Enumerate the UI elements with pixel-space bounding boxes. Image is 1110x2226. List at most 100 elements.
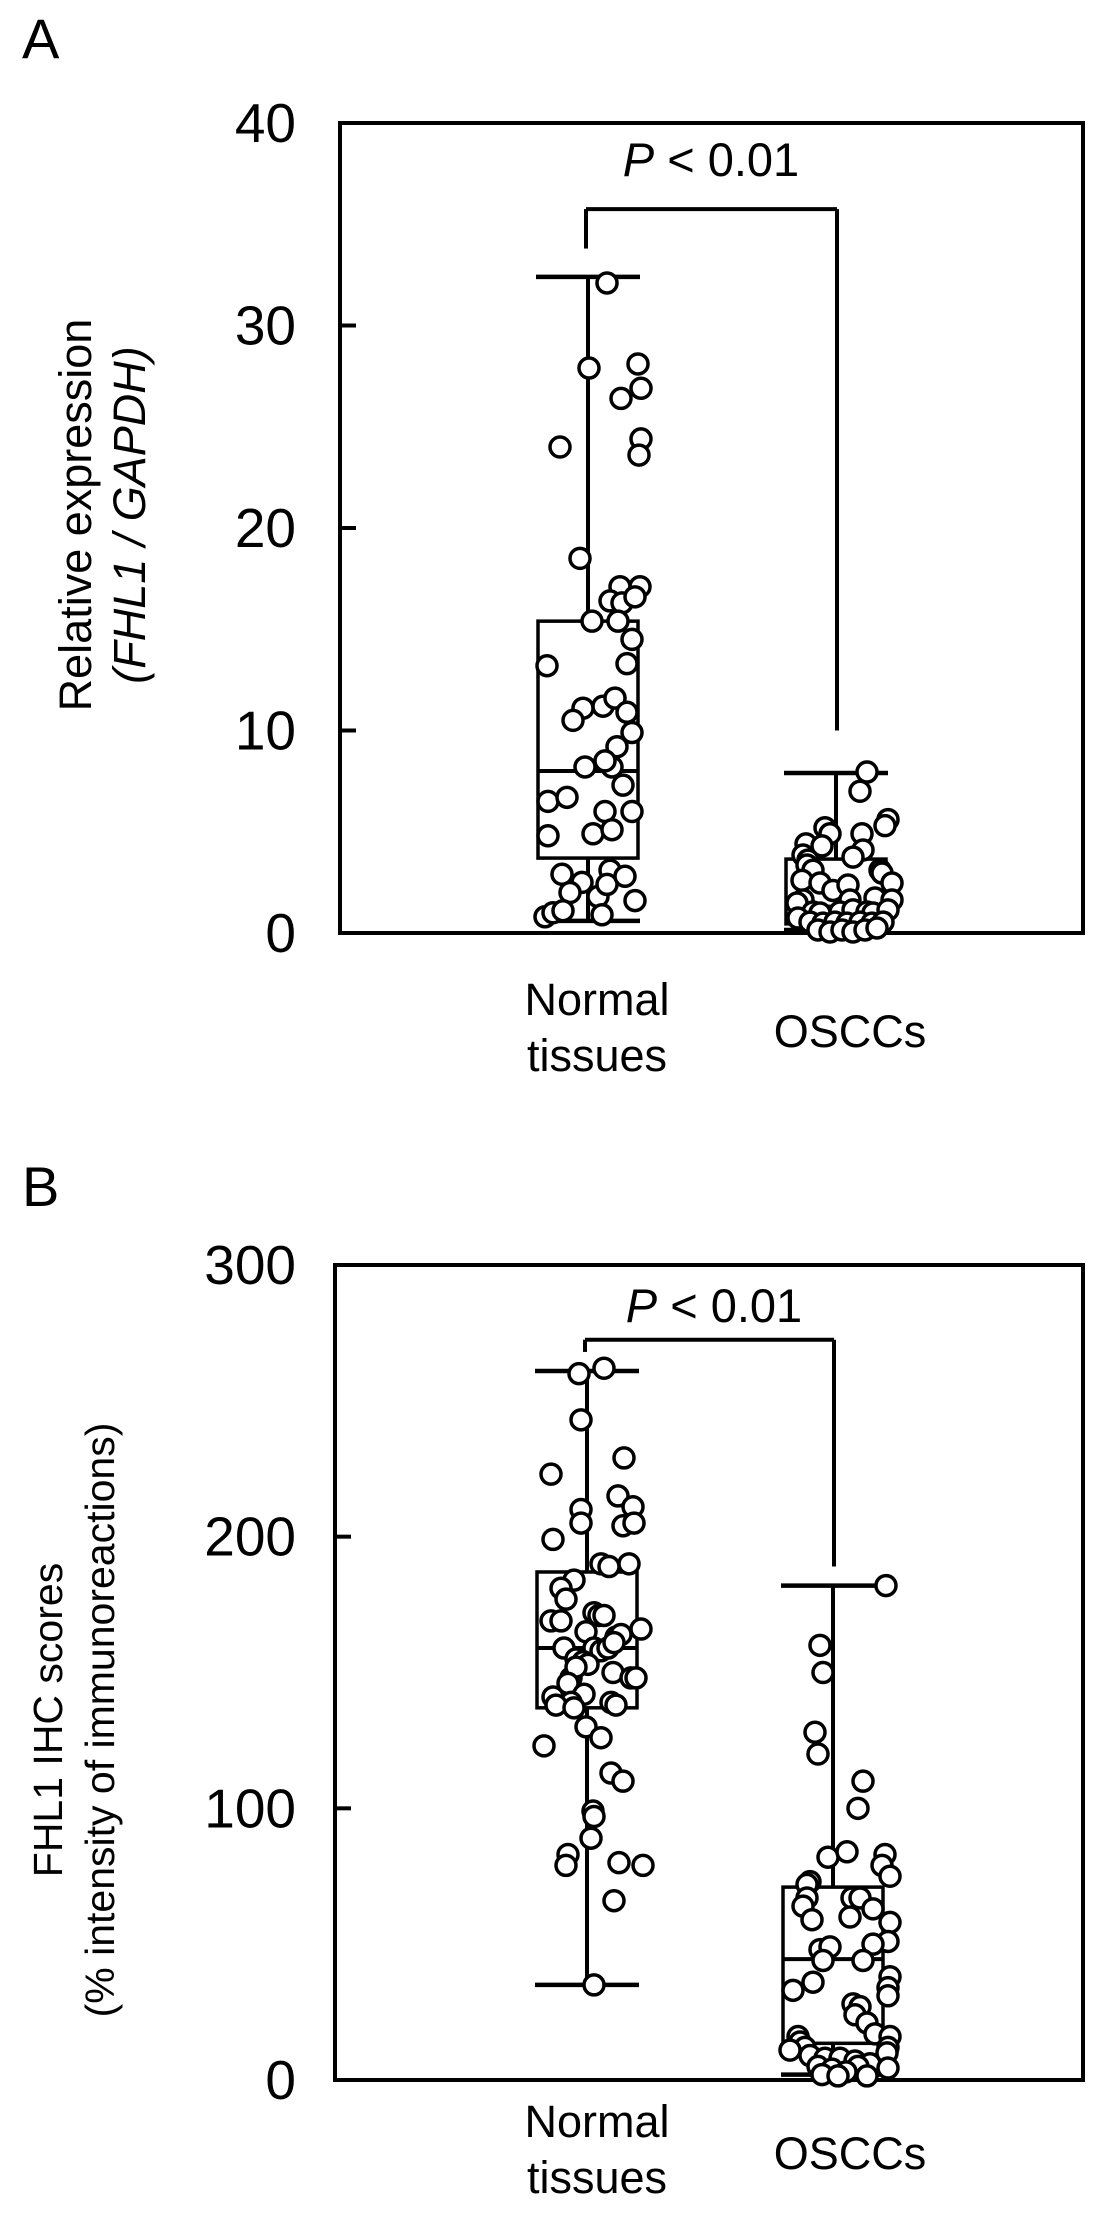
panel-b-osccs-data-point (846, 1796, 870, 1821)
panel-b-normal-tissues-data-point (597, 1554, 621, 1579)
panel-b-normal-tissues-data-point (582, 1973, 606, 1997)
panel-a-osccs-data-point (855, 760, 879, 784)
panel-b-category-normal-line2: tissues (526, 2152, 668, 2203)
panel-a-normal-tissues-data-point (629, 376, 653, 401)
panel-a-y-tick-label: 20 (235, 497, 296, 559)
panel-b-osccs-data-point (851, 1948, 875, 1973)
panel-b-osccs-data-point (835, 1840, 859, 1864)
panel-a-normal-tissues-data-point (590, 903, 614, 927)
panel-a-normal-tissues-data-point (568, 546, 592, 571)
panel-b-osccs-data-point (851, 1769, 875, 1793)
panel-b-normal-tissues-data-point (562, 1696, 586, 1720)
panel-b-normal-tissues-data-point (607, 1850, 631, 1875)
panel-b-osccs-data-point (811, 1948, 835, 1973)
panel-b-osccs-data-point (803, 1720, 827, 1745)
panel-a-y-tick-label: 10 (235, 700, 296, 762)
panel-b-normal-tissues-data-point (554, 1587, 578, 1611)
panel-a-osccs-data-point (865, 916, 889, 940)
panel-b-normal-tissues-data-point (602, 1630, 626, 1655)
panel-b-y-tick-label: 300 (204, 1234, 296, 1296)
panel-b-osccs-data-point (826, 2064, 850, 2088)
panel-b-normal-tissues-data-point (592, 1356, 616, 1380)
panel-a-pvalue-symbol: P (622, 133, 655, 186)
panel-a-y-axis-label-line1: Relative expression (50, 318, 101, 712)
panel-a-y-axis-label-line2: (FHL1 / GAPDH) (104, 346, 155, 684)
panel-a-osccs-data-point (810, 834, 834, 858)
panel-a-normal-tissues-data-point (561, 708, 585, 733)
panel-a-normal-tissues-data-point (600, 817, 624, 842)
panel-a-normal-tissues-data-point (615, 700, 639, 725)
panel-b-osccs-data-point (781, 1978, 805, 2003)
panel-b-osccs-data-point (876, 2056, 900, 2080)
panel-b-normal-tissues-data-point (579, 1826, 603, 1850)
panel-b-osccs-data-point (806, 1742, 830, 1766)
panel-b-normal-tissues-data-point (569, 1408, 593, 1432)
panel-a-y-axis-label: Relative expression (FHL1 / GAPDH) (49, 85, 161, 945)
panel-b-y-axis-label: FHL1 IHC scores (% intensity of immunore… (22, 1290, 134, 2150)
panel-b-normal-tissues-data-point (589, 1725, 613, 1750)
panel-b-normal-tissues-data-point (611, 1769, 635, 1793)
panel-a-osccs-data-point (873, 813, 897, 838)
panel-a-category-normal-line1: Normal (524, 974, 670, 1025)
panel-b-pvalue-text: < 0.01 (657, 1279, 803, 1332)
panel-b-normal-tissues-data-point (631, 1853, 655, 1878)
panel-a-normal-tissues-data-point (613, 864, 637, 889)
panel-b-normal-tissues-data-point (539, 1462, 563, 1486)
panel-b-normal-tissues-data-point (622, 1511, 646, 1535)
panel-b-osccs-data-point (816, 1845, 840, 1869)
panel-a-normal-tissues-data-point (551, 898, 575, 923)
panel-b-y-tick-label: 100 (204, 1777, 296, 1839)
panel-b-osccs-data-point (876, 1984, 900, 2008)
panel-a-normal-tissues-data-point (536, 789, 560, 814)
panel-a-normal-tissues-data-point (627, 443, 651, 467)
panel-b-y-tick-label: 0 (265, 2049, 296, 2111)
panel-b-osccs-data-point (878, 1864, 902, 1888)
panel-b-normal-tissues-data-point (629, 1617, 653, 1641)
panel-b-osccs-data-point (861, 1897, 885, 1921)
panel-a-y-tick-label: 30 (235, 295, 296, 357)
panel-a-normal-tissues-data-point (623, 585, 647, 609)
panel-a-category-normal-tissues: Normal tissues (437, 972, 757, 1084)
panel-a-letter: A (22, 7, 60, 70)
panel-b-normal-tissues-data-point (592, 1603, 616, 1628)
panel-a-normal-tissues-data-point (606, 609, 630, 633)
panel-a-normal-tissues-data-point (577, 356, 601, 380)
panel-b-normal-tissues-data-point (541, 1527, 565, 1552)
panel-b-normal-tissues-data-point (549, 1609, 573, 1633)
panel-a-normal-tissues-data-point (593, 749, 617, 773)
panel-b-category-normal-line1: Normal (524, 2096, 670, 2147)
panel-a-normal-tissues-data-point (555, 785, 579, 810)
panel-a-normal-tissues-data-point (626, 352, 650, 376)
panel-b-osccs-data-point (811, 1660, 835, 1685)
panel-a-normal-tissues-data-point (609, 386, 633, 411)
panel-a-pvalue-text: < 0.01 (654, 133, 800, 186)
panel-b-osccs-data-point (808, 1633, 832, 1658)
panel-b-y-axis-label-line1: FHL1 IHC scores (25, 1562, 71, 1878)
panel-b-category-osccs: OSCCs (773, 2128, 927, 2179)
panel-b-osccs-data-point (838, 1905, 862, 1929)
panel-a-osccs-data-point (848, 779, 872, 803)
panel-a-y-tick-label: 40 (235, 92, 296, 154)
panel-b-normal-tissues-data-point (569, 1511, 593, 1535)
panel-b-letter: B (22, 1155, 60, 1218)
panel-a-y-tick-label: 0 (265, 902, 296, 964)
panel-b-y-tick-label: 200 (204, 1506, 296, 1568)
panel-b-normal-tissues-data-point (532, 1734, 556, 1758)
panel-b-plot-frame (333, 1263, 1085, 2082)
panel-a-normal-tissues-data-point (548, 435, 572, 459)
panel-b-normal-tissues-data-point (602, 1888, 626, 1913)
panel-a-normal-tissues-data-point (611, 773, 635, 797)
panel-b-normal-tissues-data-point (624, 1666, 648, 1690)
panel-a-normal-tissues-data-point (580, 609, 604, 633)
panel-b-y-axis-label-line2: (% intensity of immunoreactions) (77, 1422, 123, 2018)
panel-a-category-osccs: OSCCs (773, 1006, 927, 1057)
panel-b-normal-tissues-data-point (604, 1693, 628, 1717)
panel-a-category-normal-line2: tissues (526, 1030, 668, 1081)
panel-a-normal-tissues-data-point (535, 653, 559, 678)
panel-b-osccs-data-point (861, 1932, 885, 1956)
panel-a-normal-tissues-data-point (615, 651, 639, 676)
panel-a-normal-tissues-data-point (595, 271, 619, 295)
panel-b-normal-tissues-data-point (567, 1361, 591, 1386)
panel-b-osccs-data-point (778, 2038, 802, 2062)
